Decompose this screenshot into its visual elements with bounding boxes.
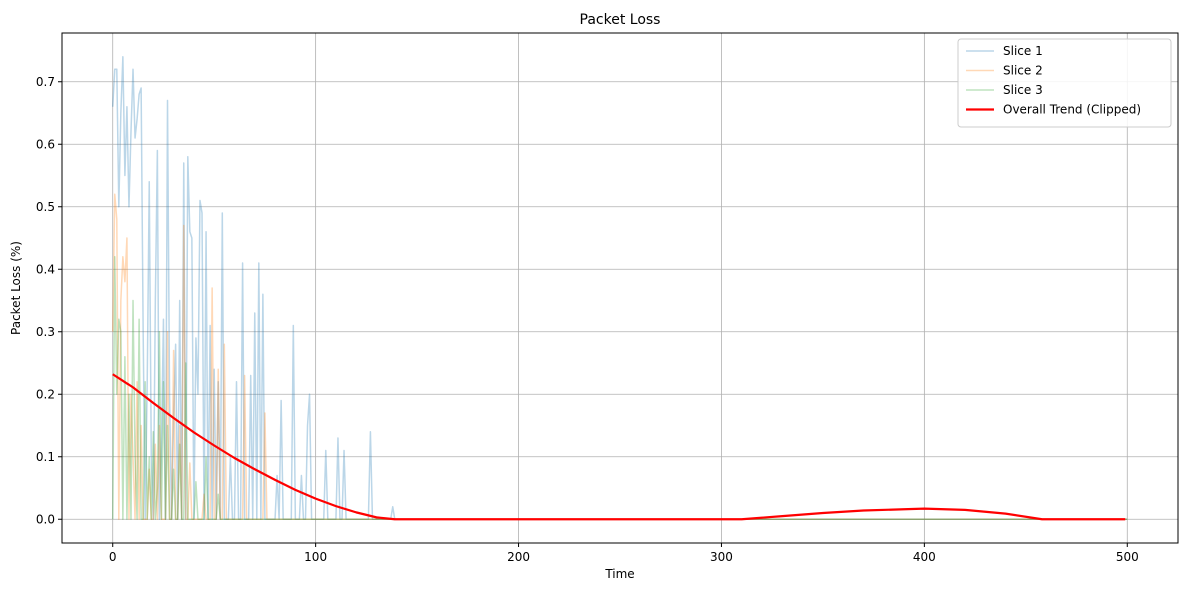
y-axis-label: Packet Loss (%) <box>9 241 23 335</box>
y-tick-label: 0.4 <box>36 262 55 276</box>
x-tick-label: 400 <box>913 550 936 564</box>
legend-label: Slice 3 <box>1003 83 1043 97</box>
plot-frame <box>61 32 1179 544</box>
chart-title: Packet Loss <box>580 12 661 28</box>
y-tick-label: 0.5 <box>36 200 55 214</box>
series-line-4 <box>112 373 1126 521</box>
x-axis-label: Time <box>604 567 634 581</box>
x-tick-label: 100 <box>304 550 327 564</box>
legend-label: Slice 1 <box>1003 44 1043 58</box>
x-tick-label: 300 <box>710 550 733 564</box>
series-line-1 <box>111 56 1128 520</box>
legend-box <box>957 38 1172 128</box>
x-axis-ticks: 0 100 200 300 400 500 <box>109 543 1139 564</box>
series-line-2 <box>111 193 1128 520</box>
legend: Slice 1 Slice 2 Slice 3 Overall Trend (Clip… <box>957 38 1172 128</box>
y-tick-label: 0.1 <box>36 450 55 464</box>
x-tick-label: 0 <box>109 550 117 564</box>
legend-label: Slice 2 <box>1003 64 1043 78</box>
series-line-3 <box>111 256 1128 520</box>
y-tick-label: 0.0 <box>36 512 55 526</box>
y-tick-label: 0.2 <box>36 387 55 401</box>
y-tick-label: 0.6 <box>36 137 55 151</box>
y-tick-label: 0.3 <box>36 325 55 339</box>
y-axis-ticks: 0.0 0.1 0.2 0.3 0.4 0.5 0.6 0.7 <box>36 75 62 526</box>
x-tick-label: 500 <box>1116 550 1139 564</box>
x-tick-label: 200 <box>507 550 530 564</box>
legend-label: Overall Trend (Clipped) <box>1003 103 1141 117</box>
series-layer <box>111 56 1128 521</box>
y-tick-label: 0.7 <box>36 75 55 89</box>
